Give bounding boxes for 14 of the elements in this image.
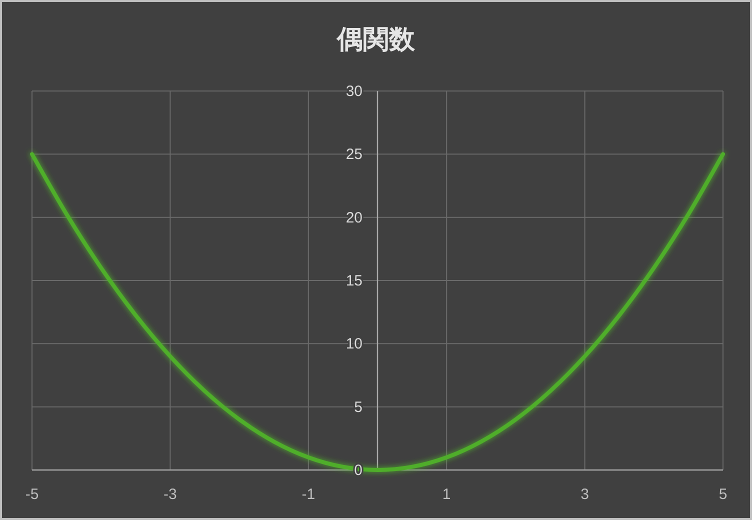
- x-tick-label: -3: [164, 486, 177, 503]
- y-tick-label: 5: [354, 398, 362, 416]
- y-tick-label: 10: [346, 336, 362, 353]
- x-tick-label: 5: [718, 486, 728, 503]
- chart-title: 偶関数: [336, 24, 416, 54]
- x-tick-label: -5: [25, 486, 39, 503]
- y-tick-label: 25: [346, 146, 362, 164]
- x-tick-label: -1: [302, 486, 316, 503]
- y-tick-label: 0: [354, 462, 362, 479]
- x-tick-label: 1: [442, 486, 451, 503]
- y-tick-label: 15: [346, 272, 362, 290]
- x-tick-label: 3: [580, 486, 589, 503]
- y-tick-label: 30: [346, 83, 362, 100]
- y-tick-label: 20: [346, 209, 362, 226]
